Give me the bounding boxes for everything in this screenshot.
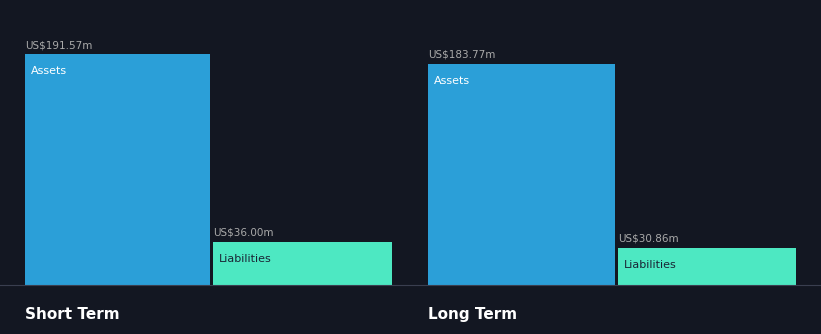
Text: Assets: Assets xyxy=(31,66,67,76)
Bar xyxy=(213,241,392,285)
Bar xyxy=(428,64,615,285)
Text: US$30.86m: US$30.86m xyxy=(618,234,679,244)
Text: Short Term: Short Term xyxy=(25,307,120,322)
Text: Liabilities: Liabilities xyxy=(624,260,677,270)
Text: US$36.00m: US$36.00m xyxy=(213,228,273,237)
Text: US$191.57m: US$191.57m xyxy=(25,40,93,50)
Bar xyxy=(618,248,796,285)
Text: US$183.77m: US$183.77m xyxy=(428,50,495,60)
Text: Assets: Assets xyxy=(434,75,470,86)
Bar xyxy=(25,54,210,285)
Text: Long Term: Long Term xyxy=(428,307,517,322)
Text: Liabilities: Liabilities xyxy=(219,254,272,264)
